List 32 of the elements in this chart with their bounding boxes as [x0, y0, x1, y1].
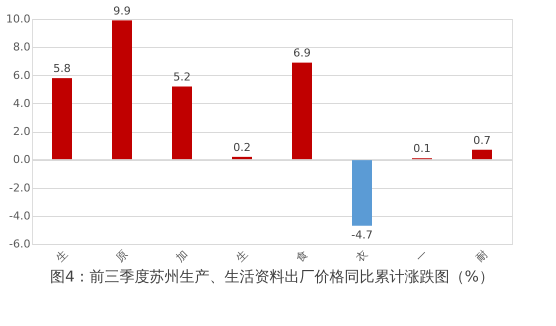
x-tick-label: 耐: [474, 248, 490, 265]
bar: [352, 160, 372, 226]
bar: [112, 20, 132, 160]
x-tick-label: 衣: [354, 248, 370, 265]
x-tick-label: 加: [174, 248, 190, 265]
data-label: 0.2: [233, 140, 251, 154]
data-label: 0.7: [473, 134, 491, 147]
data-label: 6.9: [293, 46, 311, 60]
y-tick-label: -2.0: [9, 181, 30, 194]
y-tick-label: -4.0: [9, 209, 30, 222]
y-tick-label: 6.0: [13, 68, 30, 82]
data-label: 0.1: [413, 142, 431, 156]
y-tick-label: 2.0: [13, 125, 30, 138]
x-tick-label: 生: [234, 248, 250, 265]
y-tick-label: -6.0: [9, 238, 30, 250]
data-label: 5.2: [173, 70, 191, 84]
x-tick-label: 食: [294, 248, 310, 265]
y-tick-label: 0.0: [13, 153, 30, 166]
x-tick-label: 生: [54, 248, 70, 265]
data-label: -4.7: [351, 228, 373, 242]
data-label: 5.8: [53, 62, 71, 76]
text: 图4：前三季度苏州生产、生活资料出厂价格同比累计涨跌图（%）: [50, 268, 494, 286]
y-tick-label: 4.0: [13, 96, 30, 110]
y-tick-label: 8.0: [13, 40, 30, 54]
x-tick-label: 原: [114, 248, 130, 265]
bar: [292, 62, 312, 160]
y-tick-label: 10.0: [6, 12, 30, 26]
bar: [472, 150, 492, 160]
bar: [52, 78, 72, 160]
x-tick-label: 一: [414, 248, 430, 265]
bar: [172, 86, 192, 160]
data-label: 9.9: [113, 4, 131, 18]
